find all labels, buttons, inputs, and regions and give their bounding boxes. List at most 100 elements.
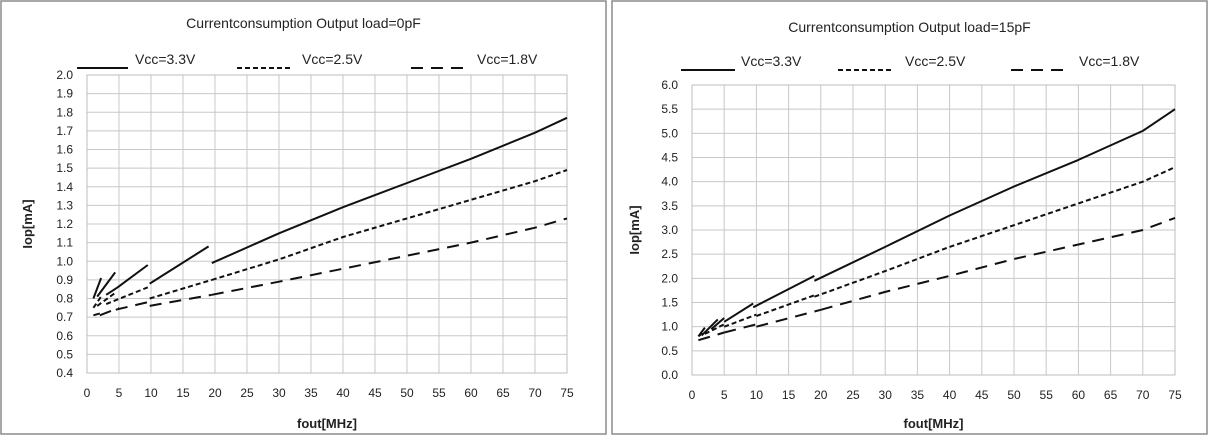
x-tick-label: 5 [116, 386, 123, 400]
series-line-dashed [814, 166, 1176, 298]
series-line-solid [813, 108, 1176, 282]
y-tick-label: 1.3 [56, 198, 73, 212]
x-tick-label: 15 [782, 388, 796, 402]
x-tick-label: 5 [721, 388, 728, 402]
x-tick-label: 55 [432, 386, 446, 400]
y-tick-label: 1.6 [56, 143, 73, 157]
series-line-longdash [115, 301, 149, 311]
x-tick-label: 30 [272, 386, 286, 400]
x-tick-label: 75 [1168, 388, 1182, 402]
x-axis-label: fout[MHz] [297, 416, 357, 431]
series-line-longdash [149, 293, 212, 307]
series-line-longdash [698, 331, 725, 342]
x-tick-label: 65 [496, 386, 510, 400]
x-tick-label: 40 [336, 386, 350, 400]
y-tick-label: 0.8 [56, 292, 73, 306]
panel-border [611, 0, 1208, 435]
series-line-longdash [99, 306, 120, 317]
series-line-longdash [723, 323, 757, 334]
x-tick-label: 35 [911, 388, 925, 402]
legend-label: Vcc=2.5V [905, 53, 966, 69]
x-tick-label: 30 [879, 388, 893, 402]
series-line-dashed [92, 296, 102, 309]
y-tick-label: 0.5 [56, 347, 73, 361]
chart-title: Currentconsumption Output load=15pF [788, 19, 1030, 35]
y-tick-label: 2.0 [661, 271, 678, 285]
x-tick-label: 10 [750, 388, 764, 402]
legend-label: Vcc=3.3V [135, 51, 196, 67]
x-tick-label: 25 [240, 386, 254, 400]
x-tick-label: 0 [84, 386, 91, 400]
series-line-dashed [96, 292, 116, 307]
legend-label: Vcc=2.5V [302, 51, 363, 67]
plot-area [86, 74, 568, 374]
y-tick-label: 1.5 [661, 296, 678, 310]
y-tick-label: 1.8 [56, 105, 73, 119]
series-line-dashed [211, 169, 568, 281]
x-tick-label: 20 [208, 386, 222, 400]
y-tick-label: 2.5 [661, 247, 678, 261]
series-line-dashed [697, 330, 706, 338]
chart-title: Currentconsumption Output load=0pF [186, 15, 421, 31]
y-tick-label: 1.0 [661, 320, 678, 334]
series-line-solid [105, 264, 149, 296]
x-tick-label: 45 [975, 388, 989, 402]
chart-panel-load-0pf: Currentconsumption Output load=0pF Vcc=3.… [0, 0, 607, 435]
y-tick-label: 3.5 [661, 199, 678, 213]
series-line-solid [700, 318, 719, 337]
y-axis-label: Iop[mA] [20, 199, 35, 248]
y-tick-label: 0.0 [661, 368, 678, 382]
x-tick-label: 65 [1104, 388, 1118, 402]
series-line-solid [149, 245, 210, 285]
x-tick-label: 20 [814, 388, 828, 402]
series-line-dashed [723, 313, 757, 328]
series-line-solid [723, 302, 754, 323]
panel-border [0, 0, 607, 435]
series-line-longdash [211, 217, 568, 296]
series-line-solid [211, 116, 568, 265]
x-tick-label: 60 [464, 386, 478, 400]
x-tick-label: 10 [144, 386, 158, 400]
x-tick-label: 70 [1136, 388, 1150, 402]
y-tick-label: 1.5 [56, 161, 73, 175]
x-tick-label: 50 [1007, 388, 1021, 402]
y-tick-label: 2.0 [56, 68, 73, 82]
chart-panel-load-15pf: Currentconsumption Output load=15pF Vcc=3… [611, 0, 1208, 435]
y-tick-label: 3.0 [661, 223, 678, 237]
legend-label: Vcc=1.8V [477, 51, 538, 67]
series-line-dashed [756, 294, 815, 317]
y-tick-label: 0.5 [661, 344, 678, 358]
y-tick-label: 0.6 [56, 329, 73, 343]
legend-label: Vcc=1.8V [1079, 53, 1140, 69]
y-tick-label: 4.0 [661, 175, 678, 189]
y-tick-label: 6.0 [661, 78, 678, 92]
series-line-longdash [756, 308, 822, 328]
x-tick-label: 35 [304, 386, 318, 400]
x-tick-label: 50 [400, 386, 414, 400]
y-tick-label: 0.7 [56, 310, 73, 324]
series-line-solid [92, 277, 103, 299]
y-axis-label: Iop[mA] [627, 205, 642, 254]
series-line-solid [96, 271, 117, 298]
y-tick-label: 4.5 [661, 151, 678, 165]
series-line-solid [710, 317, 725, 330]
y-tick-label: 1.4 [56, 180, 73, 194]
legend-label: Vcc=3.3V [741, 53, 802, 69]
y-tick-label: 1.0 [56, 254, 73, 268]
series-line-solid [752, 275, 815, 309]
x-tick-label: 25 [846, 388, 860, 402]
x-tick-label: 40 [943, 388, 957, 402]
series-line-dashed [704, 323, 725, 335]
series-line-dashed [149, 278, 213, 300]
x-tick-label: 60 [1072, 388, 1086, 402]
y-tick-label: 1.7 [56, 124, 73, 138]
y-tick-label: 1.1 [56, 236, 73, 250]
x-tick-label: 70 [528, 386, 542, 400]
y-tick-label: 5.5 [661, 102, 678, 116]
x-tick-label: 75 [560, 386, 574, 400]
x-tick-label: 0 [689, 388, 696, 402]
y-tick-label: 1.9 [56, 87, 73, 101]
y-tick-label: 1.2 [56, 217, 73, 231]
y-tick-label: 0.9 [56, 273, 73, 287]
